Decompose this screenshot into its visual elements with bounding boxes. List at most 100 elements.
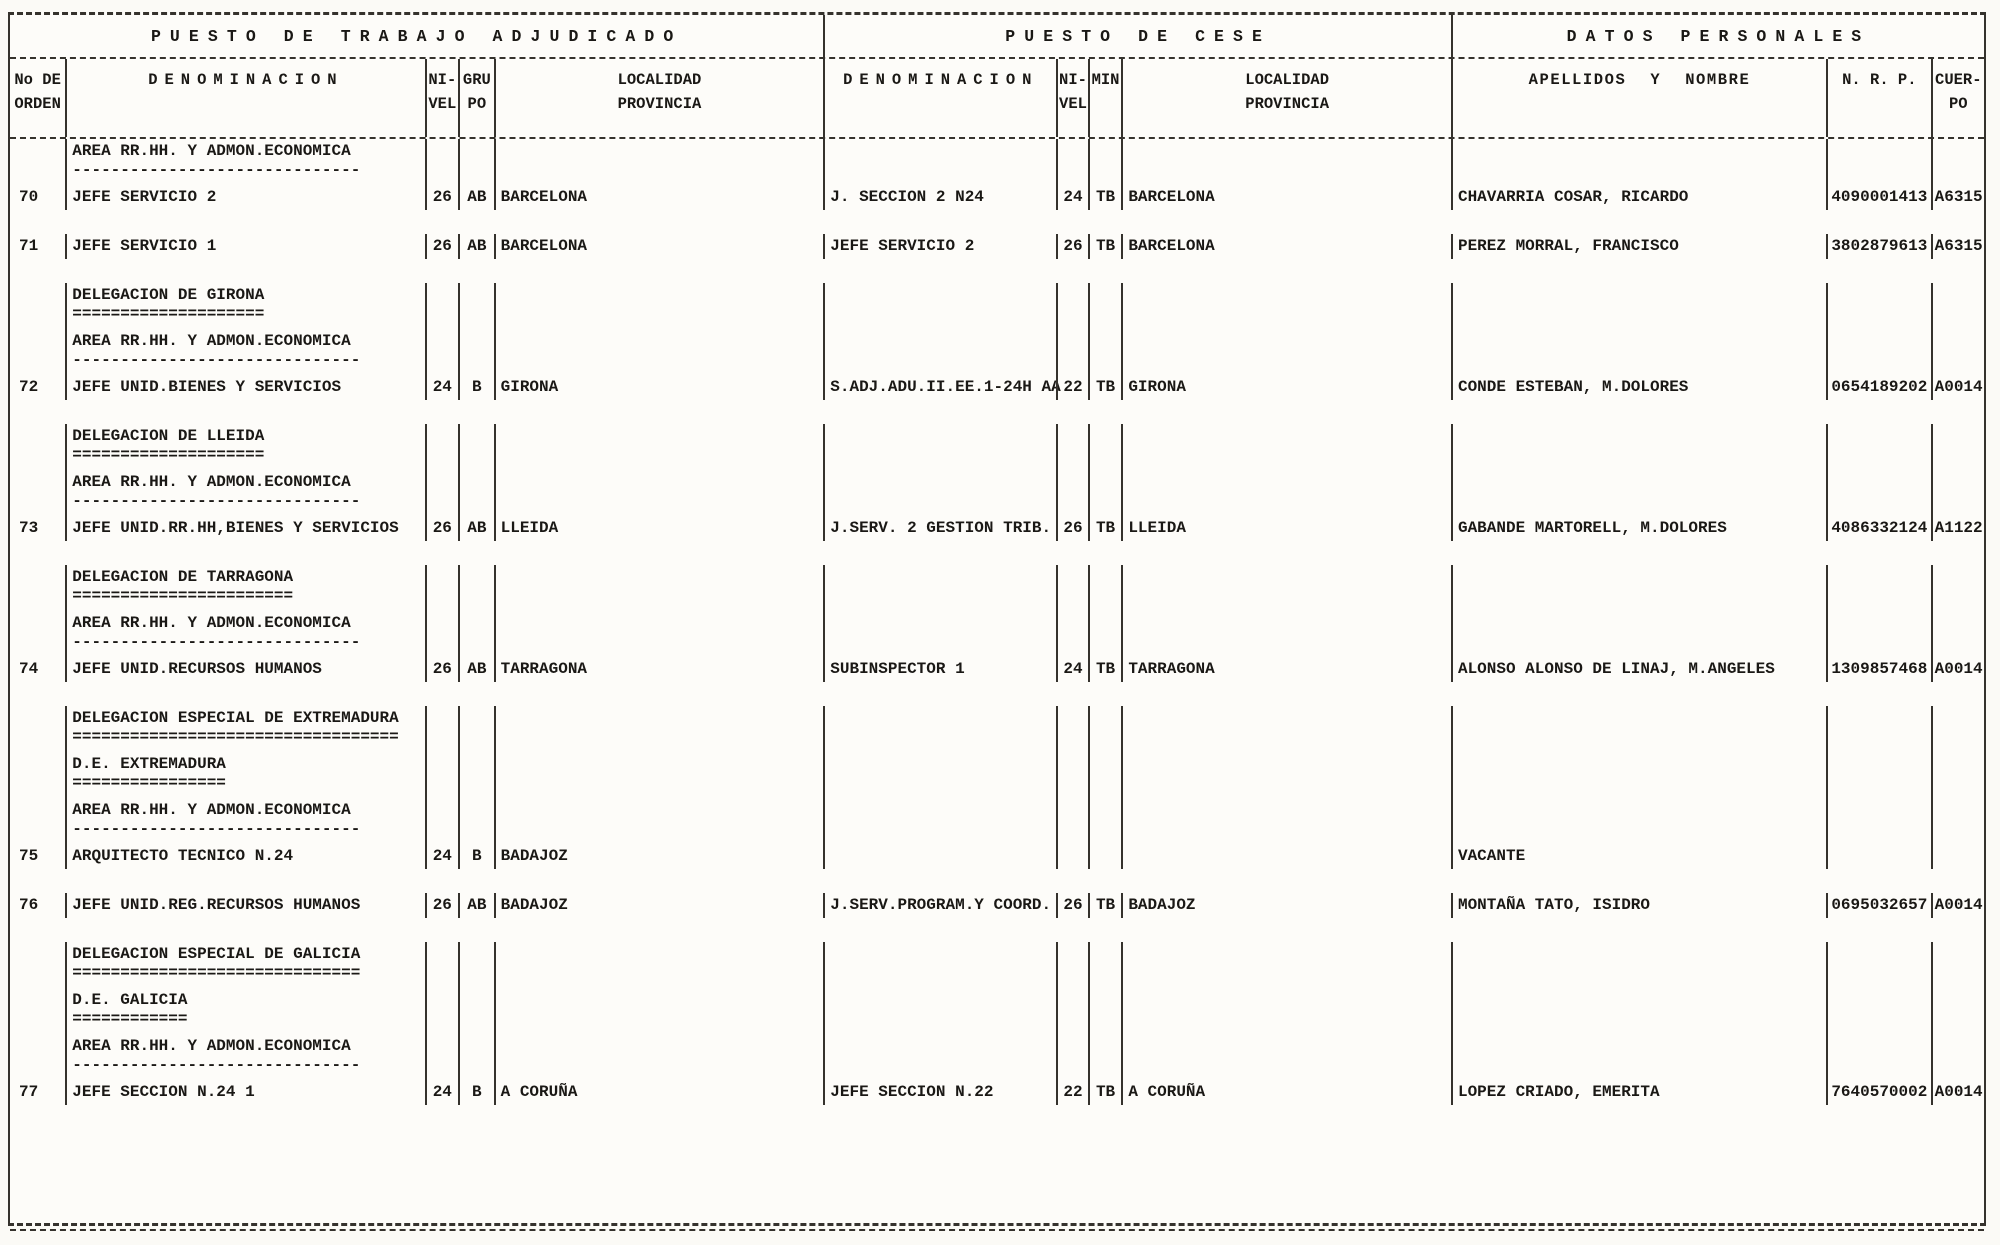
cell — [493, 611, 824, 636]
cell — [1056, 1034, 1088, 1059]
cell — [1056, 706, 1088, 731]
cell-localidad-provincia: LLEIDA — [493, 516, 824, 541]
cell — [1930, 590, 1984, 611]
cell — [1056, 823, 1088, 844]
cell — [1450, 731, 1826, 752]
section-underline: ================ — [65, 775, 424, 798]
cell — [10, 611, 65, 636]
column-header-apellidos-nombre: APELLIDOS Y NOMBRE — [1450, 59, 1826, 137]
column-header-cese-localidad-line2: PROVINCIA — [1245, 95, 1329, 113]
section-label: AREA RR.HH. Y ADMON.ECONOMICA — [65, 139, 424, 164]
cell — [1121, 139, 1451, 164]
cell — [1056, 495, 1088, 516]
cell — [1121, 424, 1451, 449]
cell — [493, 988, 824, 1013]
cell — [493, 752, 824, 777]
cell — [1121, 590, 1451, 611]
cell — [458, 495, 494, 516]
cell — [458, 424, 494, 449]
section-label: AREA RR.HH. Y ADMON.ECONOMICA — [65, 1034, 424, 1059]
cell — [823, 823, 1056, 844]
table-row: 76 JEFE UNID.REG.RECURSOS HUMANOS 26 AB BADA… — [10, 893, 1984, 918]
cell-apellidos-nombre: PEREZ MORRAL, FRANCISCO — [1450, 234, 1826, 259]
table-row: 77 JEFE SECCION N.24 1 24 B A CORUÑA JEFE SEC… — [10, 1080, 1984, 1105]
cell — [1826, 1013, 1931, 1034]
cell-grupo: B — [458, 844, 494, 869]
cell-grupo: AB — [458, 185, 494, 210]
cell — [1121, 1013, 1451, 1034]
section-label: AREA RR.HH. Y ADMON.ECONOMICA — [65, 329, 424, 354]
cell — [1450, 752, 1826, 777]
cell — [1087, 988, 1122, 1013]
cell — [424, 942, 459, 967]
cell — [1121, 798, 1451, 823]
cell — [1826, 611, 1931, 636]
cell — [458, 777, 494, 798]
section-heading-row: DELEGACION ESPECIAL DE GALICIA — [10, 942, 1984, 967]
cell — [1121, 1059, 1451, 1080]
cell-cese-nivel: 24 — [1056, 185, 1088, 210]
cell — [1826, 731, 1931, 752]
cell — [493, 164, 824, 185]
cell — [1056, 590, 1088, 611]
cell — [458, 354, 494, 375]
cell — [10, 636, 65, 657]
cell-cese-min: TB — [1087, 657, 1122, 682]
cell — [1450, 823, 1826, 844]
cell — [1930, 967, 1984, 988]
cell — [823, 1034, 1056, 1059]
section-label: DELEGACION DE TARRAGONA — [65, 565, 424, 590]
cell-denominacion: JEFE SECCION N.24 1 — [65, 1080, 424, 1105]
cell — [493, 590, 824, 611]
cell — [493, 1013, 824, 1034]
table-bottom-border — [10, 1229, 1984, 1231]
cell — [458, 1034, 494, 1059]
section-heading-row: AREA RR.HH. Y ADMON.ECONOMICA — [10, 611, 1984, 636]
section-label: AREA RR.HH. Y ADMON.ECONOMICA — [65, 611, 424, 636]
section-heading-row: AREA RR.HH. Y ADMON.ECONOMICA — [10, 139, 1984, 164]
cell — [10, 283, 65, 308]
cell-cese-min: TB — [1087, 234, 1122, 259]
cell-cese-localidad-provincia: LLEIDA — [1121, 516, 1451, 541]
cell — [493, 942, 824, 967]
cell — [10, 1034, 65, 1059]
cell — [823, 967, 1056, 988]
section-heading-row: AREA RR.HH. Y ADMON.ECONOMICA — [10, 329, 1984, 354]
cell — [1121, 565, 1451, 590]
cell — [1087, 424, 1122, 449]
cell — [1056, 777, 1088, 798]
column-header-orden: No DE ORDEN — [10, 59, 65, 137]
cell — [823, 752, 1056, 777]
cell — [1056, 967, 1088, 988]
cell — [1121, 942, 1451, 967]
cell — [1121, 495, 1451, 516]
table-column-headers: No DE ORDEN DENOMINACION NI- VEL GRU PO LOCALID… — [10, 59, 1984, 139]
cell — [1930, 611, 1984, 636]
cell — [424, 988, 459, 1013]
cell — [1450, 424, 1826, 449]
column-header-cese-nivel: NI- VEL — [1056, 59, 1088, 137]
column-header-orden-line2: ORDEN — [14, 95, 61, 113]
cell-denominacion: JEFE UNID.RECURSOS HUMANOS — [65, 657, 424, 682]
section-label: DELEGACION ESPECIAL DE GALICIA — [65, 942, 424, 967]
cell — [458, 308, 494, 329]
cell — [823, 798, 1056, 823]
cell — [458, 1013, 494, 1034]
cell — [1056, 942, 1088, 967]
cell — [1121, 449, 1451, 470]
cell — [823, 706, 1056, 731]
cell — [1121, 777, 1451, 798]
cell-nrp: 4086332124 — [1826, 516, 1931, 541]
cell — [823, 308, 1056, 329]
cell-cese-denominacion: JEFE SECCION N.22 — [823, 1080, 1056, 1105]
section-label: DELEGACION ESPECIAL DE EXTREMADURA — [65, 706, 424, 731]
cell-cese-localidad-provincia: GIRONA — [1121, 375, 1451, 400]
cell — [1056, 354, 1088, 375]
cell — [10, 752, 65, 777]
cell — [1087, 164, 1122, 185]
cell — [1930, 798, 1984, 823]
cell — [1121, 636, 1451, 657]
cell-orden: 77 — [19, 1083, 39, 1101]
cell — [1121, 283, 1451, 308]
cell-orden: 73 — [19, 519, 39, 537]
